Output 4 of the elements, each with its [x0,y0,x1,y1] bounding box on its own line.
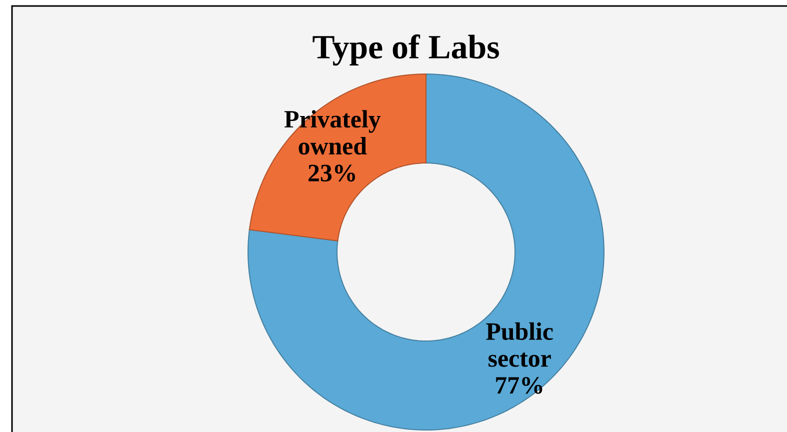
chart-title: Type of Labs [312,34,499,66]
data-label: 77% [496,376,542,394]
data-label: 23% [308,164,356,182]
slice-label: Public sector [486,322,553,367]
